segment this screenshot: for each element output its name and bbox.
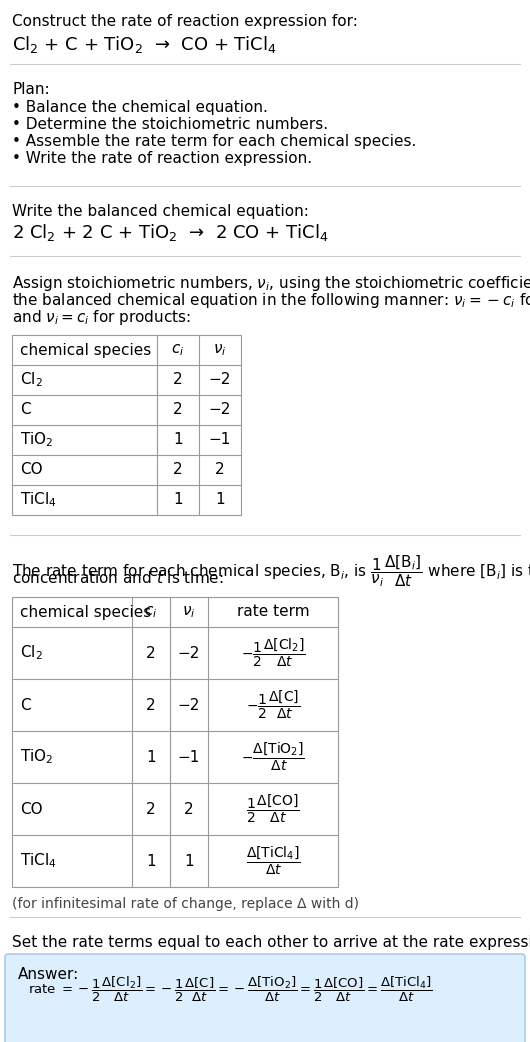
Text: 2: 2 bbox=[215, 463, 225, 477]
Text: −2: −2 bbox=[209, 402, 231, 418]
Text: Plan:: Plan: bbox=[12, 82, 50, 97]
Text: chemical species: chemical species bbox=[20, 343, 151, 357]
Text: 2: 2 bbox=[146, 645, 156, 661]
Text: TiO$_2$: TiO$_2$ bbox=[20, 430, 54, 449]
Text: chemical species: chemical species bbox=[20, 604, 151, 620]
Text: Assign stoichiometric numbers, $\nu_i$, using the stoichiometric coefficients, $: Assign stoichiometric numbers, $\nu_i$, … bbox=[12, 274, 530, 293]
Text: 2 Cl$_2$ + 2 C + TiO$_2$  →  2 CO + TiCl$_4$: 2 Cl$_2$ + 2 C + TiO$_2$ → 2 CO + TiCl$_… bbox=[12, 222, 329, 243]
Text: (for infinitesimal rate of change, replace Δ with d): (for infinitesimal rate of change, repla… bbox=[12, 897, 359, 911]
Text: 2: 2 bbox=[146, 801, 156, 817]
Text: $c_i$: $c_i$ bbox=[171, 342, 184, 357]
Text: CO: CO bbox=[20, 463, 42, 477]
Text: 2: 2 bbox=[173, 372, 183, 388]
Text: • Balance the chemical equation.: • Balance the chemical equation. bbox=[12, 100, 268, 115]
Text: concentration and $t$ is time:: concentration and $t$ is time: bbox=[12, 570, 224, 586]
Text: 2: 2 bbox=[184, 801, 194, 817]
Text: C: C bbox=[20, 402, 31, 418]
Text: 2: 2 bbox=[173, 463, 183, 477]
FancyBboxPatch shape bbox=[5, 954, 525, 1042]
Text: $-\dfrac{\Delta[\mathrm{TiO_2}]}{\Delta t}$: $-\dfrac{\Delta[\mathrm{TiO_2}]}{\Delta … bbox=[241, 741, 305, 773]
Text: $\nu_i$: $\nu_i$ bbox=[182, 604, 196, 620]
Text: 1: 1 bbox=[184, 853, 194, 868]
Text: Cl$_2$: Cl$_2$ bbox=[20, 644, 43, 663]
Text: rate $= -\dfrac{1}{2}\dfrac{\Delta[\mathrm{Cl_2}]}{\Delta t} = -\dfrac{1}{2}\dfr: rate $= -\dfrac{1}{2}\dfrac{\Delta[\math… bbox=[28, 974, 433, 1003]
Text: −1: −1 bbox=[209, 432, 231, 447]
Text: $\nu_i$: $\nu_i$ bbox=[213, 342, 227, 357]
Text: • Determine the stoichiometric numbers.: • Determine the stoichiometric numbers. bbox=[12, 117, 328, 132]
Text: Construct the rate of reaction expression for:: Construct the rate of reaction expressio… bbox=[12, 14, 358, 29]
Text: −2: −2 bbox=[178, 645, 200, 661]
Text: 1: 1 bbox=[215, 493, 225, 507]
Bar bbox=[12, 334, 241, 515]
Text: $\dfrac{\Delta[\mathrm{TiCl_4}]}{\Delta t}$: $\dfrac{\Delta[\mathrm{TiCl_4}]}{\Delta … bbox=[245, 845, 301, 877]
Text: Write the balanced chemical equation:: Write the balanced chemical equation: bbox=[12, 204, 309, 219]
Text: Answer:: Answer: bbox=[18, 967, 80, 982]
Text: $-\dfrac{1}{2}\dfrac{\Delta[\mathrm{C}]}{\Delta t}$: $-\dfrac{1}{2}\dfrac{\Delta[\mathrm{C}]}… bbox=[246, 689, 300, 721]
Text: Cl$_2$: Cl$_2$ bbox=[20, 371, 43, 390]
Text: 1: 1 bbox=[146, 749, 156, 765]
Text: the balanced chemical equation in the following manner: $\nu_i = -c_i$ for react: the balanced chemical equation in the fo… bbox=[12, 291, 530, 311]
Text: 1: 1 bbox=[173, 493, 183, 507]
Text: 2: 2 bbox=[146, 697, 156, 713]
Text: 2: 2 bbox=[173, 402, 183, 418]
Text: • Assemble the rate term for each chemical species.: • Assemble the rate term for each chemic… bbox=[12, 134, 417, 149]
Text: −1: −1 bbox=[178, 749, 200, 765]
Text: rate term: rate term bbox=[237, 604, 310, 620]
Text: 1: 1 bbox=[173, 432, 183, 447]
Text: Set the rate terms equal to each other to arrive at the rate expression:: Set the rate terms equal to each other t… bbox=[12, 935, 530, 950]
Text: −2: −2 bbox=[178, 697, 200, 713]
Text: TiO$_2$: TiO$_2$ bbox=[20, 748, 54, 766]
Text: 1: 1 bbox=[146, 853, 156, 868]
Text: TiCl$_4$: TiCl$_4$ bbox=[20, 491, 57, 510]
Text: Cl$_2$ + C + TiO$_2$  →  CO + TiCl$_4$: Cl$_2$ + C + TiO$_2$ → CO + TiCl$_4$ bbox=[12, 34, 277, 55]
Text: TiCl$_4$: TiCl$_4$ bbox=[20, 851, 57, 870]
Text: $-\dfrac{1}{2}\dfrac{\Delta[\mathrm{Cl_2}]}{\Delta t}$: $-\dfrac{1}{2}\dfrac{\Delta[\mathrm{Cl_2… bbox=[241, 637, 305, 669]
Text: and $\nu_i = c_i$ for products:: and $\nu_i = c_i$ for products: bbox=[12, 308, 191, 327]
Text: • Write the rate of reaction expression.: • Write the rate of reaction expression. bbox=[12, 151, 312, 166]
Text: −2: −2 bbox=[209, 372, 231, 388]
Text: C: C bbox=[20, 697, 31, 713]
Text: CO: CO bbox=[20, 801, 42, 817]
Text: $c_i$: $c_i$ bbox=[144, 604, 157, 620]
Text: $\dfrac{1}{2}\dfrac{\Delta[\mathrm{CO}]}{\Delta t}$: $\dfrac{1}{2}\dfrac{\Delta[\mathrm{CO}]}… bbox=[246, 793, 300, 825]
Text: The rate term for each chemical species, B$_i$, is $\dfrac{1}{\nu_i}\dfrac{\Delt: The rate term for each chemical species,… bbox=[12, 553, 530, 589]
Bar bbox=[12, 597, 338, 887]
